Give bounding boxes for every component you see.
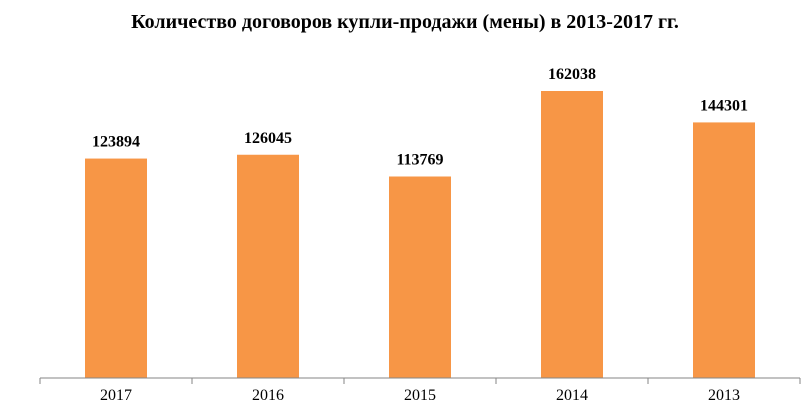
bar-2017 bbox=[85, 158, 147, 378]
value-labels-group: 123894 126045 113769 162038 144301 bbox=[92, 66, 748, 168]
data-label-2013: 144301 bbox=[700, 97, 748, 114]
data-label-2017: 123894 bbox=[92, 134, 140, 151]
data-label-2016: 126045 bbox=[244, 130, 292, 147]
bar-2015 bbox=[389, 176, 451, 378]
bar-2014 bbox=[541, 91, 603, 378]
x-axis-tick-labels: 2017 2016 2015 2014 2013 bbox=[100, 387, 740, 404]
bars-group bbox=[85, 91, 755, 378]
x-axis-ticks bbox=[39, 378, 801, 384]
tick-label-2014: 2014 bbox=[556, 387, 588, 404]
data-label-2014: 162038 bbox=[548, 66, 596, 83]
bar-2016 bbox=[237, 154, 299, 378]
bar-2013 bbox=[693, 122, 755, 378]
tick-label-2015: 2015 bbox=[404, 387, 436, 404]
chart-title: Количество договоров купли-продажи (мены… bbox=[131, 11, 679, 33]
tick-label-2017: 2017 bbox=[100, 387, 132, 404]
data-label-2015: 113769 bbox=[396, 151, 443, 168]
tick-label-2016: 2016 bbox=[252, 387, 284, 404]
tick-label-2013: 2013 bbox=[708, 387, 740, 404]
